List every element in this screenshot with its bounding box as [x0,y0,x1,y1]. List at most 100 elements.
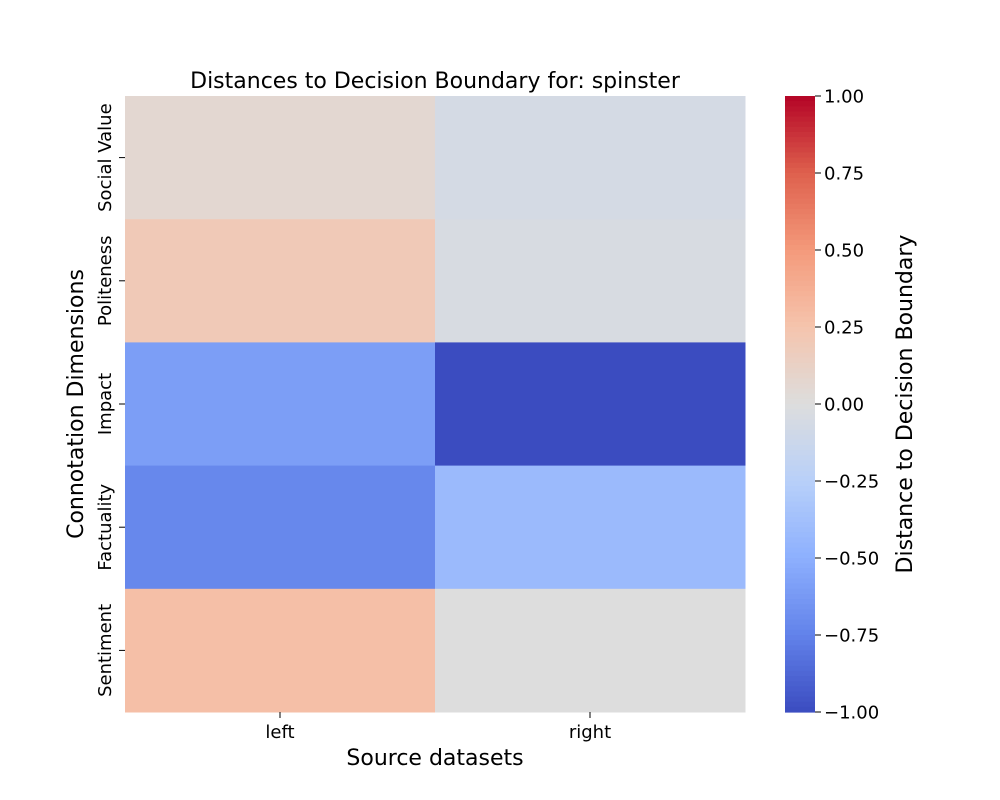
colorbar-segment [785,511,815,518]
colorbar-segment [785,291,815,297]
colorbar-segment [785,470,815,477]
colorbar-tick-label: 1.00 [824,87,864,108]
colorbar-label: Distance to Decision Boundary [893,235,918,574]
colorbar-segment [785,506,815,513]
colorbar-segment [785,486,815,492]
colorbar-segment [785,393,815,400]
colorbar-segment [785,614,815,621]
colorbar-segment [785,121,815,128]
colorbar-segment [785,619,815,626]
colorbar-segment [785,388,815,395]
colorbar-segment [785,101,815,107]
y-axis-ticks: Social Value Politeness Impact Factuality Se… [95,103,125,697]
heatmap-cells [125,96,746,713]
colorbar-segment [785,203,815,210]
colorbar-segment [785,573,815,580]
heatmap-cell [125,342,436,467]
colorbar-tick-label: 0.50 [824,241,864,262]
colorbar-segment [785,629,815,636]
colorbar-segment [785,491,815,497]
colorbar-segment [785,327,815,333]
heatmap-cell [125,219,436,343]
colorbar-tick-label: −0.25 [824,472,879,493]
colorbar-segment [785,455,815,462]
y-axis-label: Connotation Dimensions [64,269,89,539]
colorbar-segment [785,116,815,123]
colorbar-segment [785,593,815,600]
colorbar-segment [785,599,815,605]
colorbar-segment [785,424,815,431]
colorbar-segment [785,604,815,610]
colorbar-segment [785,250,815,256]
heatmap-cell [435,342,746,467]
colorbar-segment [785,255,815,261]
colorbar-segment [785,609,815,616]
colorbar-segment [785,347,815,354]
colorbar-segment [785,568,815,574]
colorbar-segment [785,558,815,564]
colorbar-segment [785,378,815,385]
colorbar-segment [785,157,815,164]
colorbar-segment [785,280,815,287]
colorbar-segment [785,147,815,154]
colorbar-segment [785,691,815,698]
heatmap-cell [435,465,746,590]
colorbar-segment [785,106,815,112]
colorbar-segment [785,383,815,390]
colorbar-segment [785,450,815,456]
colorbar-segment [785,373,815,379]
colorbar-segment [785,214,815,220]
colorbar-segment [785,306,815,313]
colorbar-segment [785,552,815,559]
colorbar-segment [785,445,815,451]
x-axis-label: Source datasets [346,746,523,771]
colorbar-segment [785,701,815,708]
colorbar-segment [785,111,815,118]
colorbar-segment [785,183,815,189]
colorbar-segment [785,670,815,677]
y-tick-label: Factuality [95,483,116,570]
colorbar-tick-label: 0.75 [824,164,864,185]
colorbar-segment [785,645,815,651]
colorbar-segment [785,583,815,590]
colorbar-segment [785,244,815,251]
colorbar-segment [785,342,815,349]
colorbar-segment [785,398,815,405]
colorbar-segment [785,404,815,410]
y-tick-label: Social Value [95,103,116,212]
colorbar-segment [785,357,815,364]
colorbar-segment [785,665,815,672]
colorbar-segment [785,131,815,138]
colorbar-segment [785,650,815,657]
colorbar-segment [785,563,815,569]
chart-title: Distances to Decision Boundary for: spin… [190,69,681,94]
y-tick-label: Politeness [95,235,116,326]
colorbar-segment [785,96,815,102]
x-tick-label: right [569,722,611,743]
colorbar-segment [785,414,815,420]
colorbar-segment [785,501,815,508]
colorbar-segment [785,275,815,282]
colorbar-tick-label: −1.00 [824,703,879,724]
colorbar-segment [785,532,815,539]
colorbar-segment [785,696,815,703]
colorbar-segment [785,173,815,179]
colorbar-segment [785,681,815,687]
colorbar-segment [785,152,815,159]
colorbar-segment [785,676,815,682]
colorbar-segment [785,162,815,169]
colorbar-tick-label: −0.50 [824,549,879,570]
colorbar-segment [785,234,815,241]
colorbar-segment [785,285,815,292]
colorbar-segment [785,188,815,195]
colorbar-segment [785,219,815,225]
colorbar-segment [785,542,815,549]
colorbar-tick-label: 0.25 [824,318,864,339]
x-tick-label: left [265,722,294,743]
colorbar-segment [785,640,815,646]
y-tick-label: Sentiment [95,604,116,697]
heatmap-cell [435,219,746,343]
heatmap-cell [125,96,436,220]
colorbar-segment [785,439,815,446]
colorbar-segment [785,481,815,487]
